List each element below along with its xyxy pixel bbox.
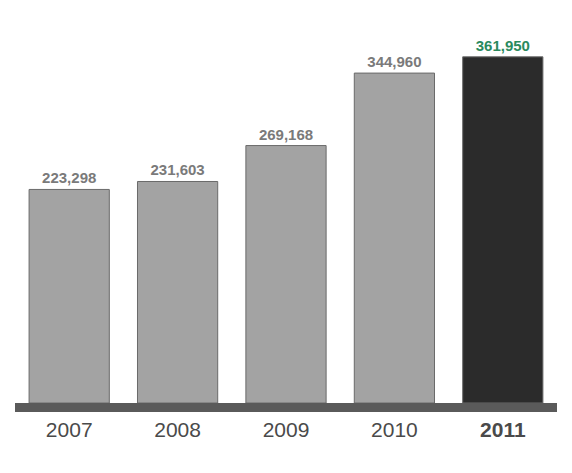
svg-text:2010: 2010 xyxy=(371,418,418,441)
svg-text:2009: 2009 xyxy=(263,418,310,441)
svg-text:2008: 2008 xyxy=(154,418,201,441)
svg-text:2007: 2007 xyxy=(46,418,93,441)
svg-text:361,950: 361,950 xyxy=(476,37,530,54)
svg-text:231,603: 231,603 xyxy=(150,161,204,178)
svg-text:344,960: 344,960 xyxy=(367,53,421,70)
svg-text:269,168: 269,168 xyxy=(259,126,313,143)
svg-text:223,298: 223,298 xyxy=(42,169,96,186)
svg-text:2011: 2011 xyxy=(480,418,526,441)
